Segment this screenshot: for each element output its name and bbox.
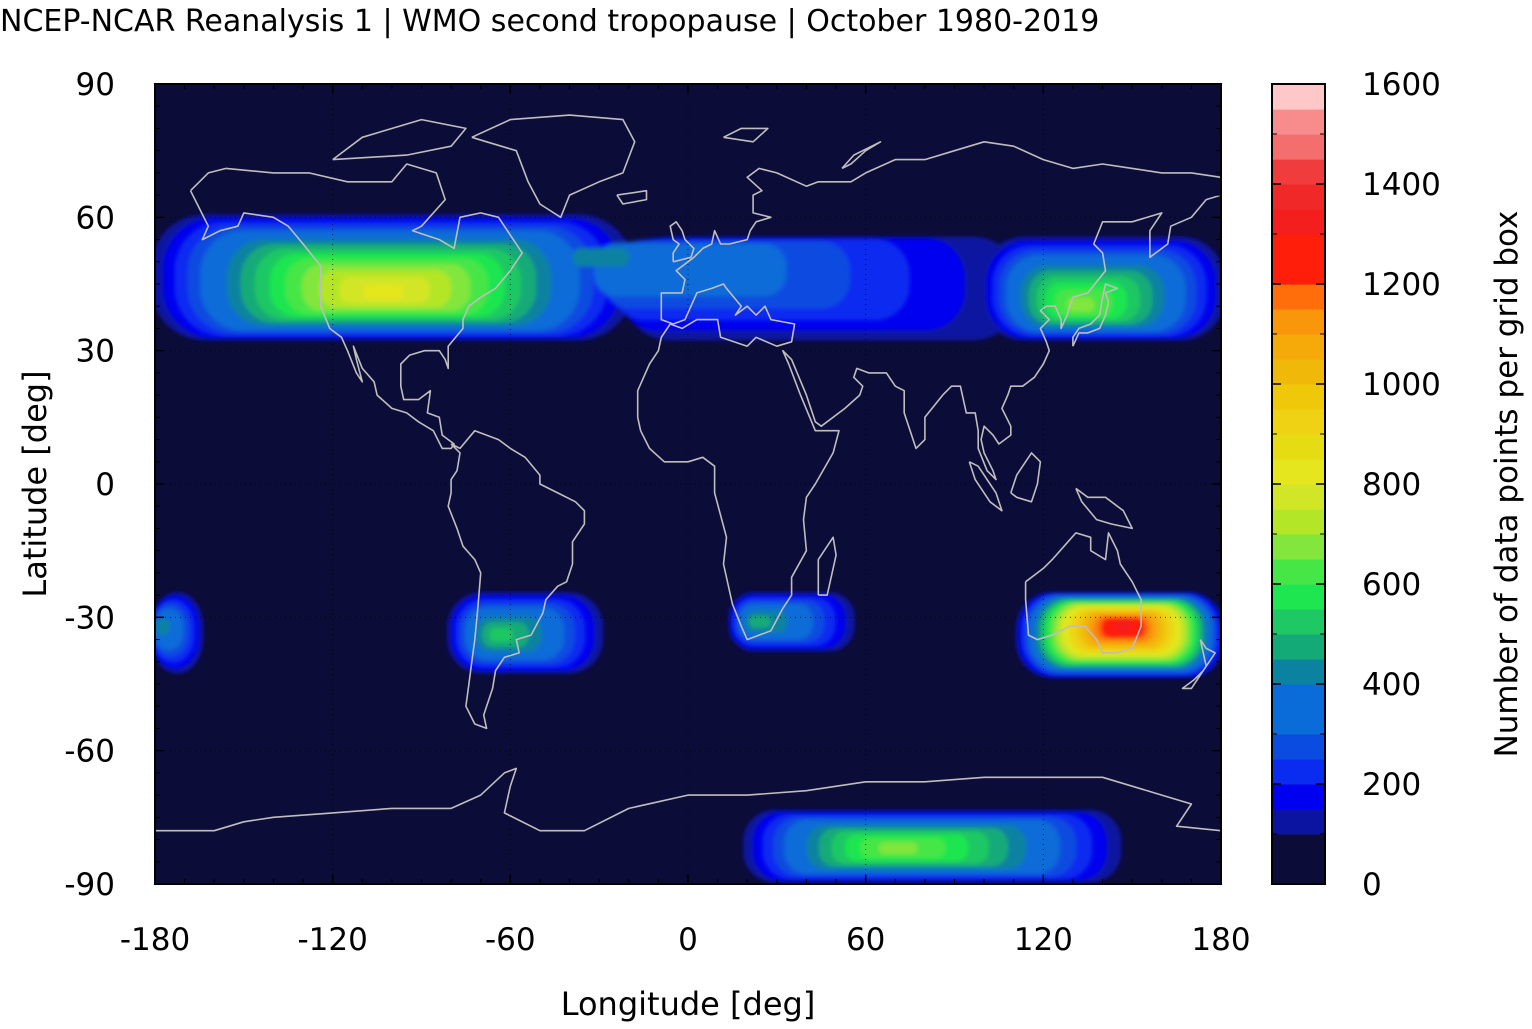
coastline-new-zealand [1181,639,1216,690]
axes: -180 -120 -60 0 60 120 180 -90 -60 -30 0 30 60 90 [64,67,1250,958]
colorbar-segment [1272,784,1325,810]
coastline-south-america [447,429,586,730]
x-tick-label: -120 [297,922,367,958]
colorbar-label: Number of data points per grid box [1489,211,1525,758]
coastline-sumatra [968,461,1003,512]
y-tick-label: 90 [76,67,115,103]
x-tick-label: 120 [1014,922,1073,958]
y-axis-label: Latitude [deg] [16,370,54,597]
coastline-uk [669,221,695,263]
region-4 [447,592,604,674]
colorbar-segment [1272,834,1325,885]
y-tick-label: -90 [64,867,115,903]
coastline-north-america [189,163,524,450]
colorbar-tick-label: 1400 [1362,167,1441,203]
coastline-arctic-islands [332,118,467,161]
colorbar-tick-label: 1200 [1362,267,1441,303]
colorbar-segment [1272,509,1325,535]
colorbar-tick-label: 400 [1362,667,1421,703]
coastline-new-guinea [1075,487,1133,530]
colorbar-segment [1272,434,1325,460]
colorbar-segment [1272,584,1325,610]
colorbar-segment [1272,634,1325,660]
coastline-svalbard [723,127,769,143]
density-band [363,284,404,299]
x-tick-label: -180 [120,922,190,958]
density-band [593,243,787,297]
coastline-iceland [616,189,648,205]
colorbar-segment [1272,559,1325,585]
region-6 [1015,592,1221,679]
colorbar-segment [1272,684,1325,735]
colorbar-tick-label: 200 [1362,767,1421,803]
colorbar-segment [1272,609,1325,635]
y-tick-label: -30 [64,600,115,636]
y-tick-label: -60 [64,734,115,770]
density-band [156,619,170,635]
x-tick-label: 60 [846,922,885,958]
y-tick-label: 30 [76,334,115,370]
coastline-madagascar [817,536,837,596]
colorbar: 0 200 400 600 800 1000 1200 1400 1600 [1271,67,1441,903]
coastline-australia [1024,532,1142,654]
density-band [749,615,771,628]
colorbar-segment [1272,459,1325,485]
colorbar-segment [1272,734,1325,760]
density-band [879,842,918,854]
colorbar-tick-label: 1000 [1362,367,1441,403]
colorbar-segment [1272,384,1325,410]
colorbar-tick-label: 0 [1362,867,1382,903]
colorbar-segment [1272,284,1325,310]
colorbar-segment [1272,409,1325,435]
colorbar-segment [1272,159,1325,185]
colorbar-tick-label: 800 [1362,467,1421,503]
region-0 [155,214,633,341]
colorbar-segment [1272,109,1325,135]
colorbar-segment [1272,759,1325,785]
grid-lines [155,84,1221,884]
coastline-novaya [841,141,882,170]
density-band [1067,297,1095,312]
y-tick-label: 0 [95,467,115,503]
colorbar-segment [1272,809,1325,835]
density-band [489,628,513,642]
colorbar-segment [1272,359,1325,385]
coastline-japan [1072,283,1119,347]
x-tick-label: -60 [485,922,536,958]
chart-title: NCEP-NCAR Reanalysis 1 | WMO second trop… [0,4,1099,39]
density-field [155,214,1221,883]
colorbar-segment [1272,234,1325,285]
region-5 [728,592,855,652]
density-band [573,248,630,267]
x-tick-label: 0 [678,922,698,958]
coastlines [155,114,1221,832]
coastline-greenland [471,114,636,219]
colorbar-segment [1272,309,1325,335]
colorbar-segment [1272,84,1325,110]
colorbar-segment [1272,209,1325,235]
colorbar-segment [1272,134,1325,160]
colorbar-segment [1272,334,1325,360]
coastline-borneo [1010,452,1042,503]
coastline-africa-eurasia [636,141,1221,641]
colorbar-tick-label: 1600 [1362,67,1441,103]
colorbar-segment [1272,659,1325,685]
x-tick-label: 180 [1191,922,1250,958]
coastline-antarctica [155,767,1221,832]
colorbar-tick-label: 600 [1362,567,1421,603]
density-band [1114,621,1132,632]
colorbar-segment [1272,534,1325,560]
colorbar-segment [1272,184,1325,210]
y-tick-label: 60 [76,200,115,236]
x-axis-label: Longitude [deg] [561,985,816,1023]
region-7 [743,809,1122,883]
colorbar-segment [1272,484,1325,510]
region-1 [573,236,1018,341]
